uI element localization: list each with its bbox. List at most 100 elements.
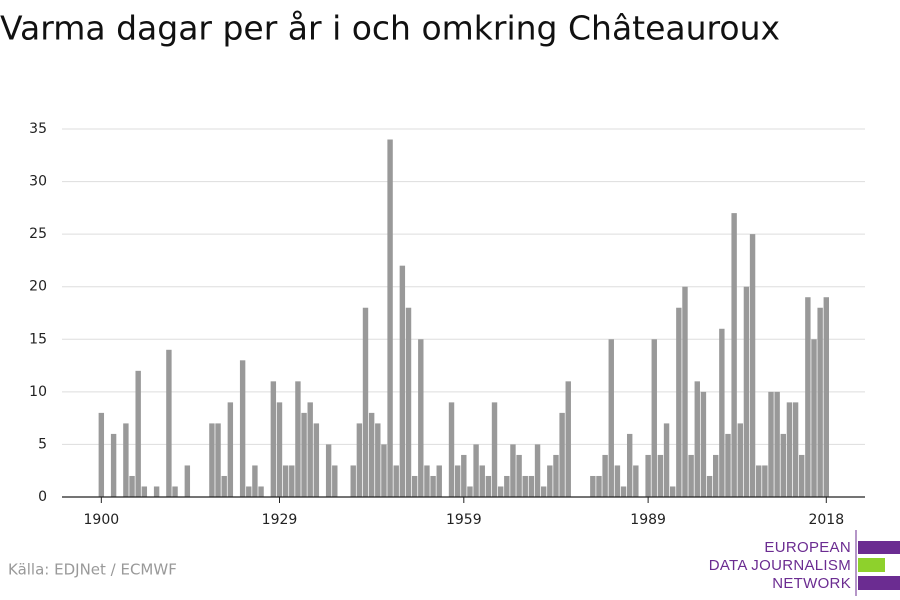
bar [608, 339, 614, 497]
bar [823, 297, 829, 497]
logo-bar [858, 541, 900, 554]
bar [332, 465, 338, 497]
bar [688, 454, 694, 497]
bar [762, 465, 768, 497]
bar [110, 433, 117, 497]
bar [141, 486, 148, 497]
logo-text: DATA JOURNALISM [709, 557, 851, 574]
bar [780, 433, 786, 497]
bar [356, 423, 363, 497]
logo-bar [858, 576, 900, 590]
bar [768, 391, 774, 497]
bar [209, 423, 215, 497]
bar [276, 402, 283, 497]
bar [387, 139, 393, 497]
bar [694, 381, 700, 497]
bar [743, 286, 750, 497]
x-tick-label: 1900 [84, 512, 120, 528]
bar [411, 475, 418, 497]
bar [590, 475, 596, 497]
bar [626, 433, 633, 497]
bar [129, 475, 135, 497]
bar [786, 402, 793, 497]
logo-bar [858, 558, 885, 572]
bar [713, 454, 719, 497]
bar [749, 234, 756, 497]
bar [375, 423, 381, 497]
bar [719, 328, 725, 497]
bar [547, 465, 553, 497]
bar [756, 465, 762, 497]
bar [246, 486, 252, 497]
bar [534, 444, 541, 497]
bar [669, 486, 676, 497]
bar [172, 486, 178, 497]
bar [473, 444, 479, 497]
bar [239, 360, 246, 497]
bar [448, 402, 455, 497]
bar [307, 402, 313, 497]
bar [528, 475, 535, 497]
y-tick-label: 35 [29, 121, 47, 137]
bar [485, 475, 492, 497]
bar [510, 444, 516, 497]
y-tick-label: 15 [29, 331, 47, 347]
bar [497, 486, 504, 497]
logo-text: EUROPEAN [764, 539, 851, 556]
bar [774, 391, 780, 497]
bar [799, 454, 805, 497]
x-tick-label: 2018 [808, 512, 844, 528]
bar [461, 454, 467, 497]
bar [289, 465, 295, 497]
bar [215, 423, 221, 497]
bar [633, 465, 639, 497]
source: Källa: EDJNet / ECMWF [8, 561, 177, 579]
bar [817, 307, 823, 497]
bar [301, 412, 307, 497]
bar [620, 486, 627, 497]
bar [559, 412, 565, 497]
y-tick-label: 30 [29, 174, 47, 190]
bar [393, 465, 399, 497]
bar [399, 265, 406, 497]
bar [602, 454, 608, 497]
bar [651, 339, 657, 497]
bar [368, 412, 375, 497]
bar [479, 465, 485, 497]
bar [270, 381, 277, 497]
bar [313, 423, 320, 497]
bar [676, 307, 682, 497]
bar [731, 213, 737, 497]
bar [430, 475, 436, 497]
bar [663, 423, 670, 497]
x-tick-label: 1929 [262, 512, 298, 528]
bar [258, 486, 264, 497]
bar [166, 349, 172, 497]
bar [737, 423, 743, 497]
bar [792, 402, 799, 497]
bar [700, 391, 707, 497]
bar [424, 465, 430, 497]
bar [657, 454, 664, 497]
bar [565, 381, 571, 497]
bar [221, 475, 227, 497]
y-tick-label: 0 [38, 489, 47, 505]
bar [454, 465, 461, 497]
bar [123, 423, 129, 497]
bar [381, 444, 387, 497]
bar [805, 297, 811, 497]
y-tick-label: 10 [29, 384, 47, 400]
bar [362, 307, 369, 497]
y-tick-label: 20 [29, 279, 47, 295]
bar [516, 454, 522, 497]
bar [405, 307, 412, 497]
bar [153, 486, 160, 497]
bar [491, 402, 498, 497]
bar [682, 286, 688, 497]
bar [325, 444, 332, 497]
bar [295, 381, 301, 497]
bar [436, 465, 442, 497]
x-tick-label: 1959 [446, 512, 482, 528]
